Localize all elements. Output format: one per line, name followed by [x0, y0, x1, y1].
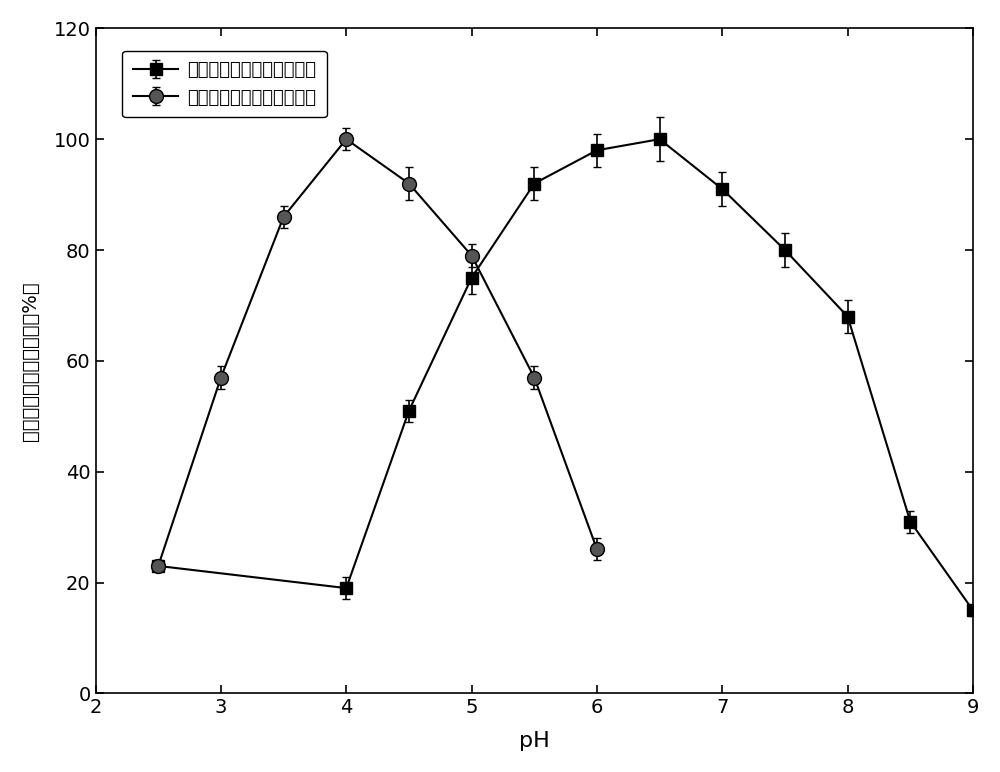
Legend: 新型葡糖淀粉酶相对酶活力, 原始葡糖淀粉酶相对酶活力: 新型葡糖淀粉酶相对酶活力, 原始葡糖淀粉酶相对酶活力	[122, 51, 327, 117]
X-axis label: pH: pH	[519, 731, 550, 751]
Y-axis label: 葡糖淀粉酶相对酶活力（%）: 葡糖淀粉酶相对酶活力（%）	[21, 281, 40, 441]
